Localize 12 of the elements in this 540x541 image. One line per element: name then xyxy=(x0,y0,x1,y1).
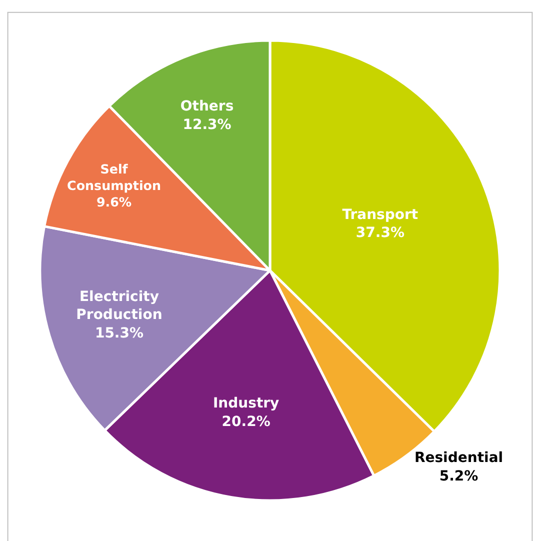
slice-label: Electricity Production xyxy=(76,288,162,324)
slice-label: Self Consumption xyxy=(67,161,162,193)
slice-label: Others xyxy=(180,98,234,115)
slice-label: Residential xyxy=(414,450,504,466)
data-label: 15.3% xyxy=(94,325,144,342)
data-label: 5.2% xyxy=(439,468,478,484)
slice-label: Industry xyxy=(212,396,280,412)
data-label: 37.3% xyxy=(356,225,404,242)
data-label: 20.2% xyxy=(222,414,270,430)
data-label: 12.3% xyxy=(182,116,232,133)
data-label: 9.6% xyxy=(96,194,132,210)
slice-label: Transport xyxy=(342,207,418,224)
